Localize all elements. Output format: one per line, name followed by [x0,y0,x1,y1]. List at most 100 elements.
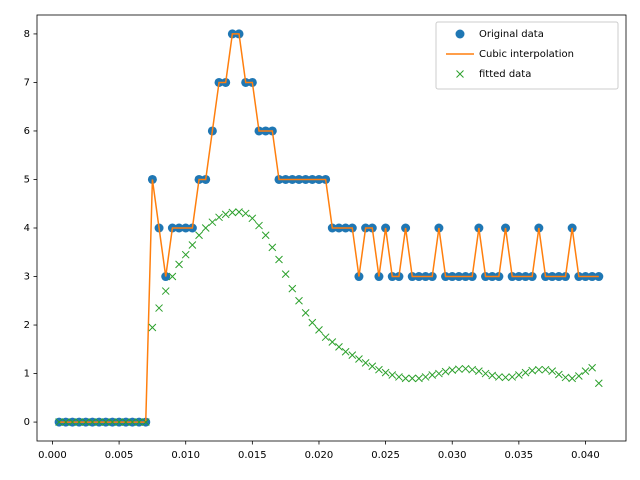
point [168,272,177,281]
point [388,371,397,379]
point [81,418,90,426]
point [455,365,463,374]
point [574,372,583,380]
point [415,374,423,383]
point [295,296,303,305]
point [361,359,370,367]
point [375,365,383,374]
point [521,368,530,377]
point [501,373,510,382]
point [188,241,197,249]
point [581,367,590,375]
x-tick-label: 0.040 [571,450,600,461]
point [161,287,170,295]
point [328,338,337,346]
x-tick-label: 0.030 [438,450,467,461]
point [281,270,290,278]
point [468,365,477,374]
point [381,368,390,377]
x-tick-label: 0.010 [171,450,200,461]
point [461,364,470,373]
point [61,418,70,426]
point [108,418,117,426]
legend-swatch [455,29,465,39]
point [228,208,237,217]
axes-frame [36,14,627,442]
point [441,367,450,376]
point [241,209,250,218]
series [59,33,599,423]
line [59,33,599,423]
point [215,213,223,222]
point [221,210,230,219]
point [135,418,143,426]
x-tick-label: 0.025 [371,450,400,461]
point [488,371,497,380]
point [288,284,297,293]
point [495,373,503,381]
y-tick-label: 8 [24,29,30,40]
y-tick-label: 5 [24,174,30,185]
point [395,373,403,381]
point [315,326,323,334]
point [368,362,377,371]
point [408,374,417,383]
point [141,418,150,426]
point [128,418,137,426]
legend-box [435,21,619,90]
point [481,369,490,378]
series [55,208,603,426]
point [261,231,270,240]
point [594,379,603,388]
point [308,318,317,327]
point [321,333,330,342]
point [255,221,263,230]
x-tick-label: 0.005 [105,450,134,461]
y-tick-label: 1 [24,369,30,380]
x-tick-label: 0.000 [38,450,67,461]
point [448,366,457,375]
point [541,365,550,374]
point [561,373,570,382]
point [401,374,410,383]
point [554,370,563,379]
point [95,418,103,426]
point [195,231,203,240]
point [235,208,243,216]
point [548,367,557,375]
y-tick-label: 3 [24,272,30,283]
point [101,418,110,426]
legend: Original data Cubic interpolation fitted d… [435,21,619,90]
point [508,373,517,381]
point [528,366,537,375]
x-tick-label: 0.015 [238,450,267,461]
point [68,418,77,426]
y-tick-label: 2 [24,320,30,331]
legend-label: Cubic interpolation [479,49,574,60]
y-tick-label: 7 [24,77,30,88]
point [275,255,283,264]
point [341,347,350,356]
point [88,418,97,426]
legend-label: Original data [479,29,544,40]
point [428,371,437,379]
point [175,260,183,269]
point [268,243,277,252]
point [421,373,430,381]
point [121,418,130,426]
point [335,343,343,351]
point [301,309,310,317]
point [201,224,210,232]
point [475,367,483,375]
point [148,323,157,332]
point [588,363,597,372]
y-tick-label: 6 [24,126,30,137]
point [248,214,257,223]
point [348,351,357,359]
point [115,418,123,426]
y-tick-label: 0 [24,417,30,428]
point [155,304,163,312]
y-tick-label: 4 [24,223,30,234]
point [515,371,523,379]
